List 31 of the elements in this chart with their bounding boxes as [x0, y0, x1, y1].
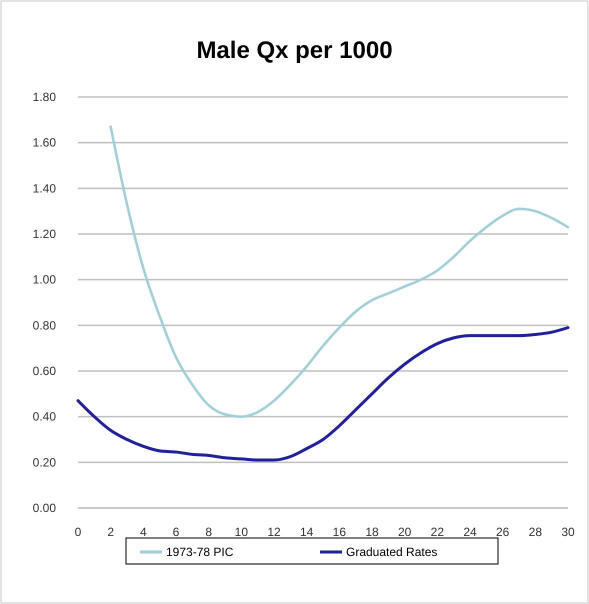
line-series: [76, 326, 570, 462]
x-tick-label: 0: [74, 525, 82, 539]
x-tick-label: 6: [172, 525, 180, 539]
y-tick-label: 1.60: [32, 136, 56, 150]
x-tick-label: 12: [267, 525, 281, 539]
x-tick-label: 4: [140, 525, 147, 539]
y-tick-label: 0.40: [32, 410, 56, 424]
y-tick-label: 0.60: [32, 364, 56, 378]
x-tick-label: 16: [332, 525, 346, 539]
y-tick-label: 1.00: [32, 272, 56, 287]
x-tick-label: 14: [300, 525, 314, 539]
line-series: [109, 125, 570, 418]
y-tick-label: 1.80: [32, 90, 56, 104]
chart-title: Male Qx per 1000: [196, 37, 393, 64]
x-tick-label: 2: [107, 525, 114, 539]
y-tick-label: 0.20: [32, 455, 56, 470]
x-tick-label: 8: [205, 525, 212, 539]
x-tick-label: 26: [496, 525, 510, 539]
y-tick-label: 0.80: [32, 318, 56, 332]
y-tick-label: 0.00: [32, 501, 56, 515]
y-tick-label: 1.20: [32, 227, 56, 241]
x-tick-label: 24: [463, 525, 477, 539]
x-tick-label: 20: [398, 525, 412, 539]
x-tick-label: 30: [561, 525, 575, 539]
y-tick-label: 1.40: [32, 181, 56, 196]
legend-label: Graduated Rates: [346, 545, 438, 559]
x-tick-label: 28: [528, 525, 542, 539]
legend-label: 1973-78 PIC: [166, 545, 234, 559]
x-tick-label: 18: [365, 525, 379, 539]
x-tick-label: 10: [234, 525, 248, 539]
x-tick-label: 22: [430, 525, 444, 539]
